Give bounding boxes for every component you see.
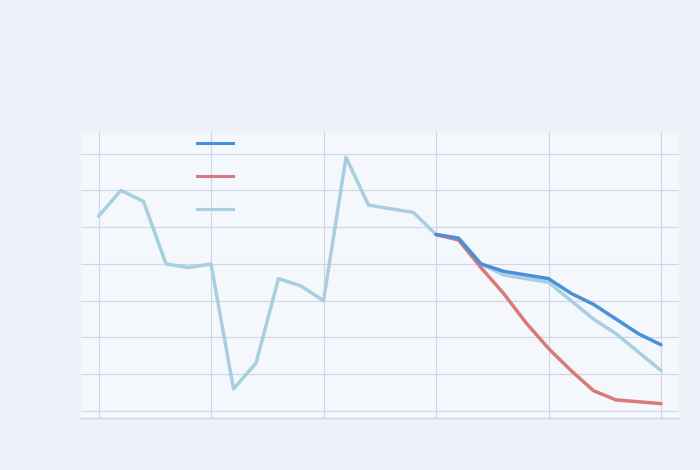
ノーマルシナリオ [477,261,485,267]
ノーマルシナリオ [319,298,328,304]
ノーマルシナリオ [252,360,260,366]
Line: バッドシナリオ: バッドシナリオ [436,235,661,404]
バッドシナリオ [522,320,530,326]
グッドシナリオ [634,331,643,337]
Line: グッドシナリオ: グッドシナリオ [436,235,661,345]
ノーマルシナリオ [545,280,553,285]
ノーマルシナリオ [387,206,395,212]
グッドシナリオ [612,316,620,322]
バッドシナリオ [499,290,508,296]
ノーマルシナリオ [184,265,192,270]
ノーマルシナリオ [410,210,418,215]
ノーマルシナリオ [297,283,305,289]
グッドシナリオ [657,342,665,348]
ノーマルシナリオ [94,213,103,219]
バッドシナリオ [657,401,665,407]
Line: ノーマルシナリオ: ノーマルシナリオ [99,157,661,389]
ノーマルシナリオ [364,202,372,208]
バッドシナリオ [612,397,620,403]
ノーマルシナリオ [139,199,148,204]
グッドシナリオ [589,302,598,307]
ノーマルシナリオ [634,349,643,355]
ノーマルシナリオ [522,276,530,282]
ノーマルシナリオ [567,298,575,304]
ノーマルシナリオ [657,368,665,373]
ノーマルシナリオ [432,232,440,237]
バッドシナリオ [454,237,463,243]
バッドシナリオ [545,345,553,351]
グッドシナリオ [432,232,440,237]
グッドシナリオ [567,290,575,296]
バッドシナリオ [567,368,575,373]
ノーマルシナリオ [206,261,215,267]
ノーマルシナリオ [274,276,283,282]
グッドシナリオ [499,268,508,274]
バッドシナリオ [477,265,485,270]
グッドシナリオ [522,272,530,278]
ノーマルシナリオ [230,386,238,392]
グッドシナリオ [454,235,463,241]
ノーマルシナリオ [589,316,598,322]
ノーマルシナリオ [117,188,125,193]
グッドシナリオ [545,276,553,282]
ノーマルシナリオ [342,155,350,160]
バッドシナリオ [432,232,440,237]
バッドシナリオ [634,399,643,405]
ノーマルシナリオ [499,272,508,278]
バッドシナリオ [589,388,598,393]
グッドシナリオ [477,261,485,267]
ノーマルシナリオ [162,261,170,267]
ノーマルシナリオ [454,235,463,241]
ノーマルシナリオ [612,331,620,337]
